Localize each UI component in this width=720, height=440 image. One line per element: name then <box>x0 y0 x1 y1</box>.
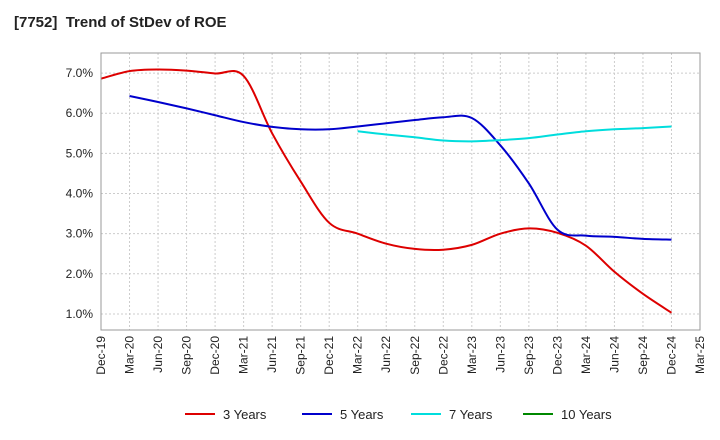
legend: 3 Years 5 Years 7 Years 10 Years <box>185 407 612 422</box>
legend-item-10-years: 10 Years <box>523 407 612 422</box>
x-tick-label: Sep-21 <box>294 336 308 375</box>
x-tick-label: Jun-23 <box>493 336 507 373</box>
x-tick-label: Mar-25 <box>693 336 707 374</box>
series-line-3-years <box>100 68 673 314</box>
y-tick-label: 1.0% <box>66 307 94 321</box>
x-tick-label: Mar-24 <box>579 336 593 374</box>
y-tick-labels: 1.0% 2.0% 3.0% 4.0% 5.0% 6.0% 7.0% <box>66 66 94 321</box>
y-tick-label: 3.0% <box>66 227 94 241</box>
x-tick-label: Sep-22 <box>408 336 422 375</box>
series-line-7-years <box>357 125 672 143</box>
x-tick-label: Dec-20 <box>208 336 222 375</box>
legend-label: 3 Years <box>223 407 267 422</box>
plot-frame <box>100 52 701 331</box>
x-tick-label: Jun-21 <box>265 336 279 373</box>
legend-label: 10 Years <box>561 407 612 422</box>
x-tick-label: Sep-23 <box>522 336 536 375</box>
x-tick-label: Mar-23 <box>465 336 479 374</box>
x-tick-label: Jun-24 <box>607 336 621 373</box>
x-tick-label: Jun-20 <box>151 336 165 373</box>
x-tick-labels: Dec-19 Mar-20 Jun-20 Sep-20 Dec-20 Mar-21 Jun-… <box>94 336 707 375</box>
x-tick-label: Jun-22 <box>379 336 393 373</box>
x-tick-label: Sep-24 <box>636 336 650 375</box>
x-tick-label: Dec-19 <box>94 336 108 375</box>
y-tick-label: 6.0% <box>66 106 94 120</box>
series-line-5-years <box>129 94 672 241</box>
y-tick-label: 2.0% <box>66 267 94 281</box>
y-tick-label: 4.0% <box>66 187 94 201</box>
x-tick-label: Sep-20 <box>180 336 194 375</box>
x-tick-label: Dec-21 <box>322 336 336 375</box>
x-tick-label: Dec-24 <box>664 336 678 375</box>
grid-layer <box>101 53 700 330</box>
legend-item-3-years: 3 Years <box>185 407 267 422</box>
y-tick-label: 5.0% <box>66 146 94 160</box>
legend-item-7-years: 7 Years <box>411 407 493 422</box>
x-tick-label: Mar-20 <box>123 336 137 374</box>
y-tick-label: 7.0% <box>66 66 94 80</box>
x-tick-label: Mar-21 <box>237 336 251 374</box>
legend-label: 5 Years <box>340 407 384 422</box>
x-tick-label: Dec-23 <box>550 336 564 375</box>
legend-item-5-years: 5 Years <box>302 407 384 422</box>
legend-label: 7 Years <box>449 407 493 422</box>
chart-title: [7752] Trend of StDev of ROE <box>14 14 227 31</box>
x-tick-label: Mar-22 <box>351 336 365 374</box>
x-tick-label: Dec-22 <box>436 336 450 375</box>
series-layer <box>100 68 673 314</box>
